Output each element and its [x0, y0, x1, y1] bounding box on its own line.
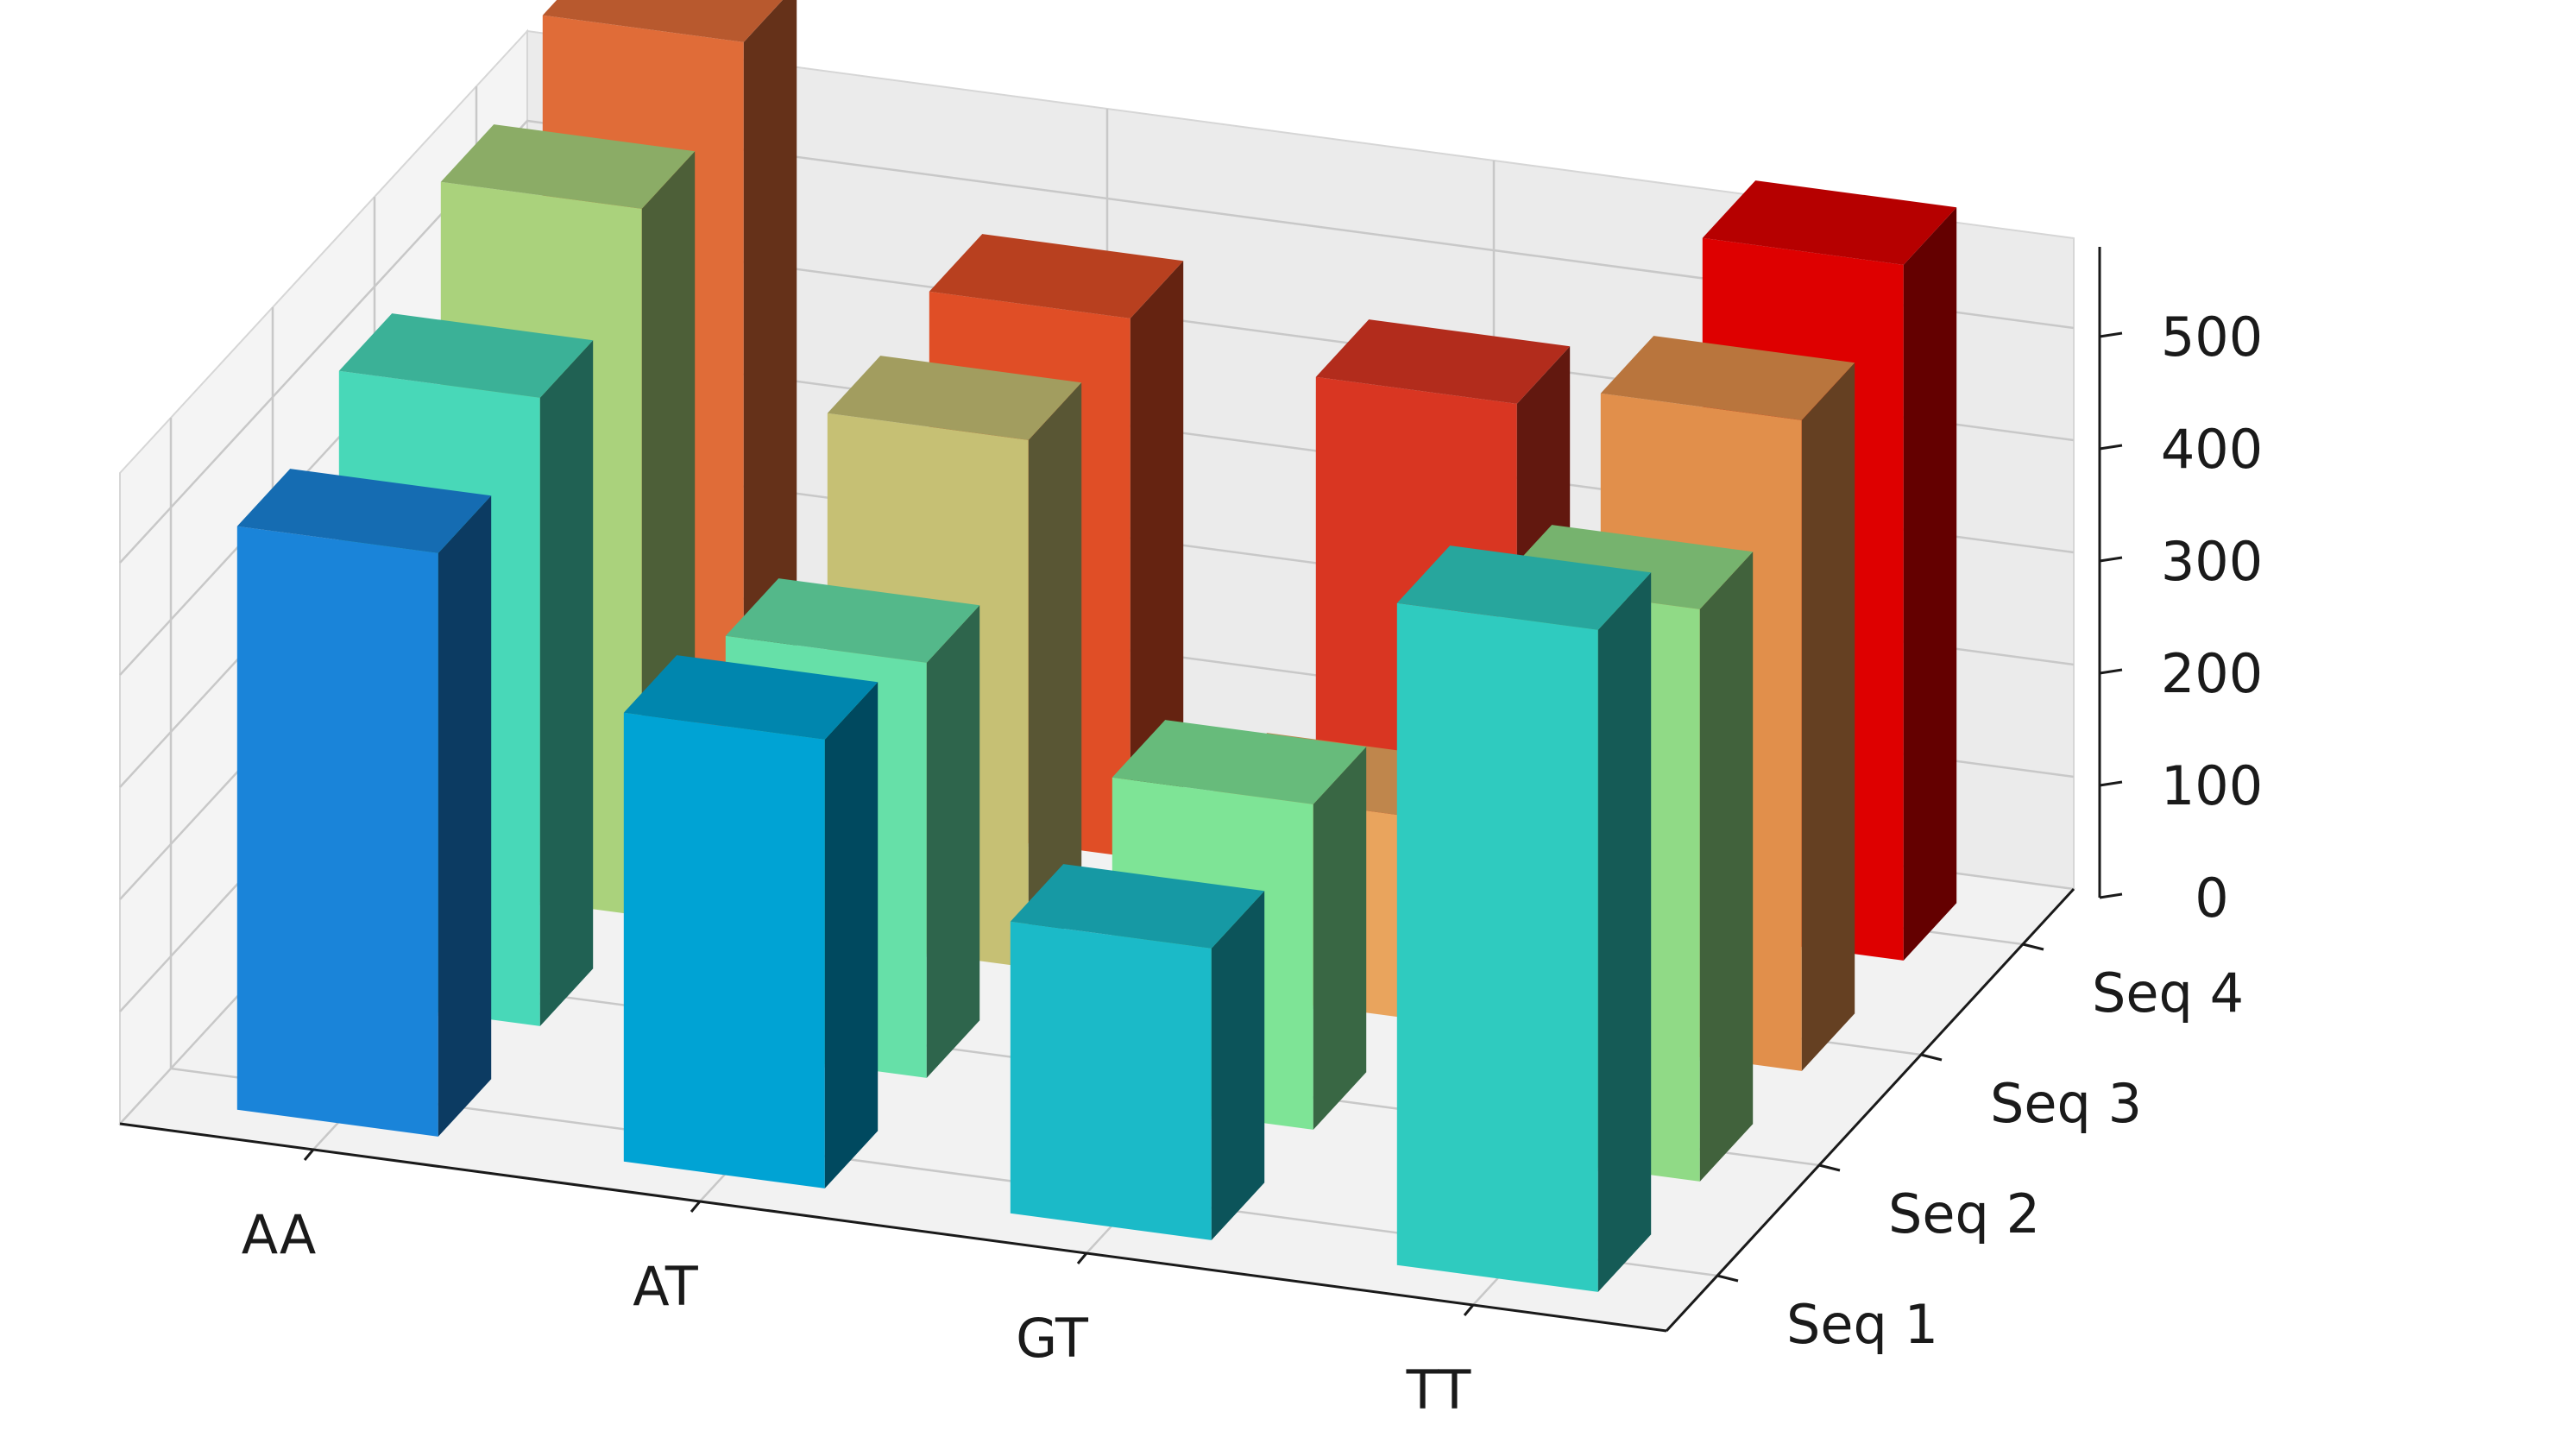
y-axis-line [1665, 887, 2075, 1333]
z-tick-label: 200 [2161, 642, 2263, 705]
bar-TT-Seq-1 [1396, 545, 1652, 1292]
bar-top-face [1315, 319, 1571, 404]
z-tick [2099, 892, 2123, 899]
z-tick [2099, 780, 2123, 787]
y-tick [1818, 1163, 1841, 1172]
bar-side-face [1028, 382, 1082, 968]
bar-top-face [929, 234, 1184, 318]
bar-front-face [623, 712, 825, 1188]
bar-side-face [1903, 207, 1957, 961]
grid-line-z [119, 119, 2075, 564]
y-tick-label: Seq 4 [2092, 961, 2244, 1024]
y-tick-label: Seq 1 [1786, 1293, 1938, 1356]
x-tick [1076, 1252, 1088, 1264]
axes [119, 247, 2123, 1333]
bar-top-face [542, 0, 783, 42]
bar-side-face [1699, 552, 1754, 1182]
bar-side-face [1801, 362, 1855, 1071]
bar-GT-Seq-1 [1010, 864, 1265, 1240]
bar-top-face [1112, 720, 1367, 804]
bar-AA-Seq-1 [236, 469, 492, 1137]
bar-side-face [1597, 572, 1652, 1292]
bar-top-face [827, 356, 1082, 440]
bar-side-face [824, 682, 879, 1188]
bar-top-face [236, 469, 492, 553]
z-tick-label: 400 [2161, 418, 2263, 481]
bar-top-face [725, 578, 980, 663]
bar-front-face [1010, 921, 1212, 1240]
x-tick [1463, 1304, 1475, 1316]
y-tick [2022, 942, 2044, 951]
bars [236, 0, 1957, 1292]
x-tick-label: GT [1016, 1307, 1089, 1370]
tick-labels: AA AT GT TT Seq 1 Seq 2 Seq 3 Seq 4 0 100 200 300 40… [242, 306, 2263, 1422]
x-tick-label: TT [1406, 1359, 1472, 1422]
y-tick-label: Seq 3 [1990, 1072, 2142, 1135]
x-tick [690, 1201, 702, 1213]
bar-top-face [338, 313, 594, 398]
bar-side-face [438, 495, 492, 1137]
z-tick [2099, 556, 2123, 563]
x-tick-label: AA [242, 1203, 317, 1266]
bar-top-face [1600, 336, 1855, 420]
bar-top-face [623, 655, 879, 740]
bar-side-face [539, 340, 594, 1026]
bar-top-face [1396, 545, 1652, 630]
bar-side-face [1130, 261, 1184, 857]
bar-front-face [1396, 602, 1598, 1292]
z-tick [2099, 444, 2123, 451]
z-tick-label: 0 [2195, 867, 2228, 930]
bar-front-face [236, 526, 438, 1137]
x-tick [303, 1149, 315, 1161]
z-tick-label: 500 [2161, 306, 2263, 369]
y-tick [1920, 1053, 1943, 1062]
bar-top-face [440, 124, 696, 209]
x-axis-line [119, 1122, 1667, 1333]
bar-top-face [1010, 864, 1265, 949]
z-tick-label: 300 [2161, 530, 2263, 593]
y-tick-label: Seq 2 [1888, 1182, 2040, 1245]
bar-side-face [1313, 747, 1367, 1130]
x-tick-label: AT [633, 1255, 699, 1318]
z-tick-label: 100 [2161, 754, 2263, 817]
bar-top-face [1702, 180, 1957, 265]
bar-side-face [1211, 891, 1265, 1240]
z-tick [2099, 331, 2123, 338]
bar-AT-Seq-1 [623, 655, 879, 1188]
bar-side-face [926, 605, 980, 1078]
z-tick [2099, 668, 2123, 675]
y-tick [1716, 1274, 1739, 1283]
